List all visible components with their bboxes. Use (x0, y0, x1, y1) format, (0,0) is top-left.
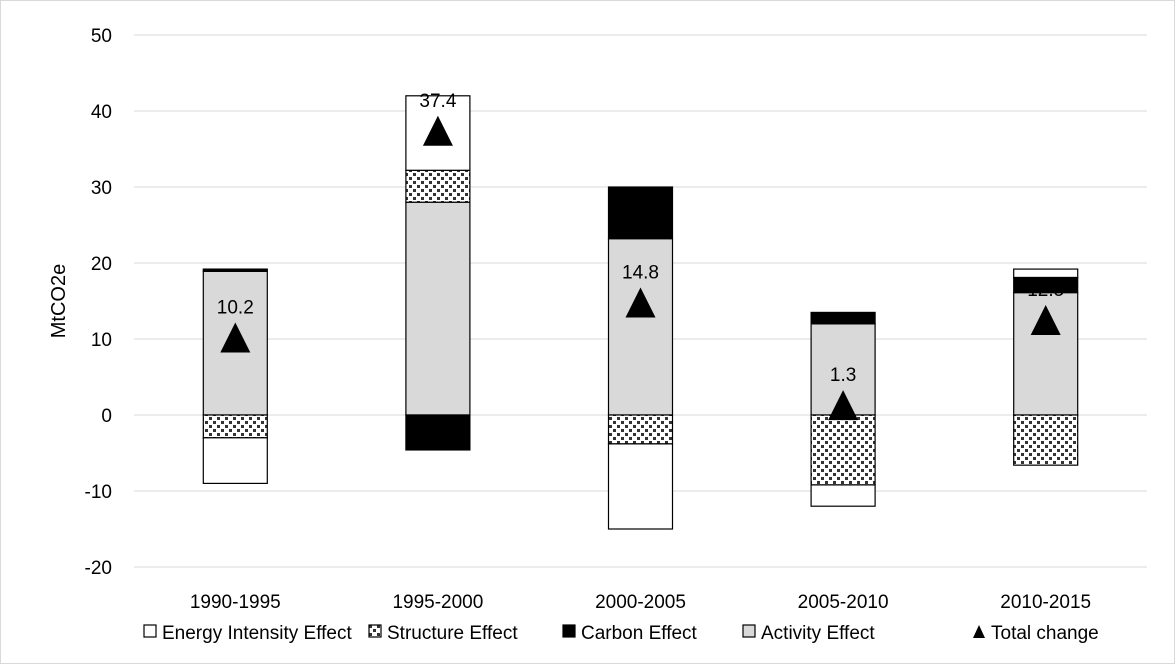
legend-label: Activity Effect (761, 623, 875, 644)
total-change-marker (1030, 305, 1061, 335)
bar-segment (1013, 268, 1079, 279)
y-axis-title: MtCO2e (48, 264, 70, 338)
legend-label: Structure Effect (387, 623, 518, 644)
legend-swatch (742, 624, 756, 638)
total-change-label: 14.8 (622, 263, 659, 284)
legend-swatch (368, 624, 382, 638)
bar-segment (202, 414, 268, 439)
legend-swatch (143, 624, 157, 638)
total-change-marker (422, 115, 453, 146)
total-change-label: 37.4 (419, 91, 456, 112)
y-tick-label: 40 (91, 102, 112, 123)
legend-swatch (562, 624, 576, 638)
total-change-label: 12.5 (1027, 280, 1064, 301)
x-tick-label: 2010-2015 (1000, 592, 1091, 613)
bar-segment (607, 443, 674, 530)
bar-segment (202, 270, 268, 416)
bar-segment (810, 414, 876, 486)
x-tick-label: 2000-2005 (595, 592, 686, 613)
y-tick-label: 0 (101, 406, 112, 427)
x-tick-label: 2005-2010 (798, 592, 889, 613)
total-change-marker (220, 322, 251, 353)
y-tick-label: 20 (91, 254, 112, 275)
legend-swatch (973, 625, 985, 638)
total-change-label: 10.2 (217, 297, 254, 318)
total-change-marker (828, 390, 859, 421)
bar-segment (405, 414, 471, 451)
x-tick-label: 1990-1995 (190, 592, 281, 613)
y-tick-label: 10 (91, 330, 112, 351)
bar-segment (810, 484, 876, 507)
bar-segment (1013, 414, 1079, 466)
legend-label: Carbon Effect (581, 623, 698, 644)
bar-segment (202, 268, 268, 272)
y-tick-label: 50 (91, 26, 112, 47)
x-tick-label: 1995-2000 (392, 592, 483, 613)
bar-segment (810, 311, 876, 325)
bar-segment (405, 201, 471, 416)
total-change-label: 1.3 (830, 365, 856, 386)
legend-label: Total change (991, 623, 1099, 644)
bar-segment (607, 414, 674, 445)
y-tick-label: -10 (85, 482, 112, 503)
bar-segment (202, 437, 268, 484)
bar-segment (607, 186, 674, 240)
total-change-marker (625, 287, 656, 318)
y-tick-label: -20 (85, 558, 112, 579)
legend-label: Energy Intensity Effect (162, 623, 352, 644)
bar-segment (405, 169, 471, 203)
y-tick-label: 30 (91, 178, 112, 199)
